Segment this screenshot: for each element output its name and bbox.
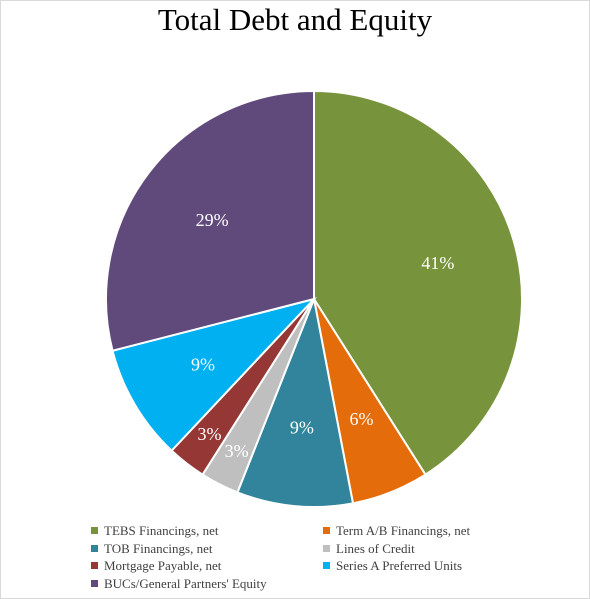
legend-swatch-1 xyxy=(91,527,98,534)
pie-slice-6 xyxy=(111,297,318,453)
pie-slice-3 xyxy=(236,295,355,508)
legend-label-7: BUCs/General Partners' Equity xyxy=(104,575,267,591)
legend-item-6: Series A Preferred Units xyxy=(323,558,462,573)
pie-chart: 41% 6% 9% 3%3% 9% 29% xyxy=(105,89,523,508)
data-label-2: 6% xyxy=(349,409,373,429)
legend-swatch-7 xyxy=(91,579,98,587)
pie-slice-7 xyxy=(105,89,315,352)
data-label-3: 9% xyxy=(290,417,314,437)
legend-swatch-2 xyxy=(323,527,330,534)
legend-item-1: TEBS Financings, net xyxy=(91,523,218,538)
legend-swatch-3 xyxy=(91,544,98,552)
pie-slice-1 xyxy=(313,89,523,477)
data-label-6: 9% xyxy=(191,355,215,375)
legend-label-2: Term A/B Financings, net xyxy=(336,523,471,538)
data-label-1: 41% xyxy=(421,253,454,273)
legend-label-3: TOB Financings, net xyxy=(104,540,213,556)
legend-label-5: Mortgage Payable, net xyxy=(104,558,222,573)
legend-item-4: Lines of Credit xyxy=(323,541,415,556)
legend-swatch-4 xyxy=(323,544,330,552)
data-label-5: 3% xyxy=(197,424,221,444)
data-label-7: 29% xyxy=(196,210,229,230)
legend-item-3: TOB Financings, net xyxy=(91,541,212,556)
legend-label-4: Lines of Credit xyxy=(336,540,415,556)
legend-item-5: Mortgage Payable, net xyxy=(91,558,221,573)
legend-item-7: BUCs/General Partners' Equity xyxy=(91,576,267,591)
legend-label-6: Series A Preferred Units xyxy=(336,558,463,573)
data-label-4: 3% xyxy=(225,441,249,461)
legend-swatch-5 xyxy=(91,562,98,569)
chart-title: Total Debt and Equity xyxy=(157,2,433,37)
legend-item-2: Term A/B Financings, net xyxy=(323,523,470,538)
legend-label-1: TEBS Financings, net xyxy=(104,523,219,538)
legend-swatch-6 xyxy=(323,562,330,569)
